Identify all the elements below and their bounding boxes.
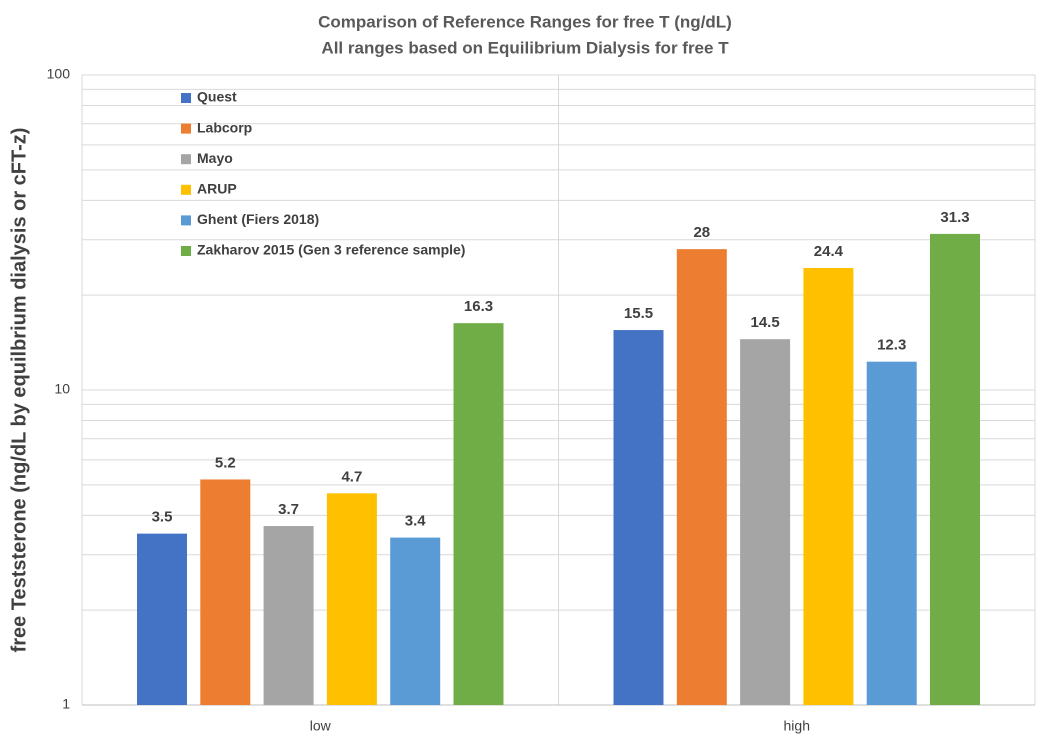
legend-swatch [181, 123, 191, 134]
bar [740, 339, 791, 705]
bar [866, 361, 917, 705]
legend-label: Quest [197, 89, 237, 105]
data-label: 12.3 [877, 337, 906, 354]
x-tick-label: high [784, 718, 810, 734]
bar [803, 267, 854, 705]
bar [390, 537, 441, 705]
data-label: 14.5 [750, 314, 779, 331]
bar [453, 323, 504, 705]
bar [263, 526, 314, 705]
legend-label: Ghent (Fiers 2018) [197, 211, 319, 227]
data-label: 15.5 [624, 305, 653, 322]
legend-label: Labcorp [197, 119, 252, 135]
data-label: 3.4 [405, 513, 427, 530]
y-tick-label: 1 [62, 696, 70, 712]
legend-swatch [181, 93, 191, 103]
bar [930, 233, 980, 705]
data-label: 4.7 [341, 468, 362, 485]
chart-title: Comparison of Reference Ranges for free … [318, 12, 732, 31]
data-label: 5.2 [215, 454, 236, 471]
data-label: 28 [693, 224, 710, 241]
y-tick-label: 10 [54, 381, 70, 397]
bar [326, 493, 377, 705]
data-label: 31.3 [940, 209, 969, 226]
y-axis-label: free Teststerone (ng/dL by equilbrium di… [8, 128, 30, 653]
legend-swatch [181, 215, 191, 226]
legend-label: ARUP [197, 181, 237, 197]
bar [676, 249, 727, 706]
bar [137, 533, 187, 705]
bar [613, 330, 664, 705]
legend-swatch [181, 246, 191, 256]
data-label: 3.7 [278, 501, 299, 518]
data-label: 16.3 [464, 298, 493, 315]
y-tick-label: 100 [47, 66, 71, 82]
data-label: 24.4 [814, 243, 844, 260]
legend-swatch [181, 154, 191, 165]
legend-label: Mayo [197, 150, 233, 166]
data-label: 3.5 [152, 509, 173, 526]
chart-subtitle: All ranges based on Equilibrium Dialysis… [321, 38, 729, 57]
legend-label: Zakharov 2015 (Gen 3 reference sample) [197, 242, 465, 258]
legend-swatch [181, 184, 191, 195]
x-tick-label: low [310, 718, 332, 734]
bar [200, 479, 251, 705]
